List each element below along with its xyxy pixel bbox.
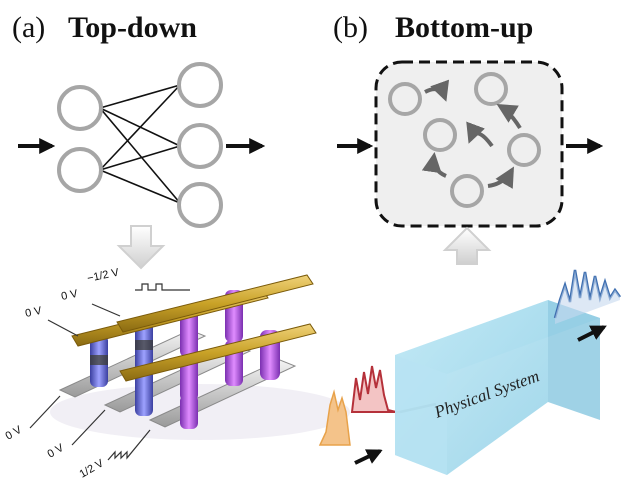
crossbar-shadow [50, 384, 350, 440]
top-electrode [119, 323, 317, 382]
top-electrode [116, 274, 314, 333]
cube-side-face [548, 300, 600, 420]
down-arrow-icon [116, 225, 166, 270]
voltage-label: 0 V [4, 424, 25, 443]
memristor-pillar [180, 395, 198, 429]
reservoir-box [374, 60, 564, 228]
output-node [177, 182, 223, 228]
voltage-label: −1/2 V [86, 266, 121, 285]
curved-arrow-icon [496, 103, 522, 130]
voltage-wire [107, 429, 151, 461]
voltage-wire [135, 283, 190, 291]
voltage-wire [29, 395, 61, 429]
voltage-label: 0 V [60, 288, 79, 303]
output-node [177, 62, 223, 108]
physical-system: Physical System [318, 269, 622, 475]
panel-b-letter: (b) [333, 11, 368, 44]
reservoir-node [388, 82, 422, 116]
input-node [57, 85, 103, 131]
voltage-wire [47, 319, 79, 337]
neural-network-diagram [18, 62, 266, 228]
curved-arrow-icon [487, 166, 514, 189]
voltage-label: 0 V [46, 442, 67, 461]
curved-arrow-icon [421, 152, 447, 178]
reservoir-diagram [337, 60, 604, 228]
reservoir-node [507, 133, 541, 167]
memristor-pillar [135, 370, 153, 416]
network-connections [99, 84, 181, 204]
panel-a-letter: (a) [12, 11, 45, 44]
curved-arrow-icon [466, 121, 494, 148]
input-arrow [354, 449, 383, 465]
input-waveform-red [350, 365, 400, 413]
output-node [177, 123, 223, 169]
input-node [57, 147, 103, 193]
reservoir-node [450, 174, 484, 208]
reservoir-node [474, 72, 508, 106]
curved-arrow-icon [424, 79, 450, 102]
input-waveform-orange [318, 389, 351, 446]
voltage-label: 0 V [24, 305, 43, 320]
output-arrow [577, 325, 607, 342]
up-arrow-icon [442, 226, 492, 265]
voltage-wire [91, 303, 121, 317]
reservoir-node [423, 118, 457, 152]
crossbar-array: −1/2 V 0 V 0 V 0 V 0 V 1/2 V [4, 266, 350, 481]
voltage-label: 1/2 V [78, 457, 107, 481]
panel-b-title: Bottom-up [395, 11, 533, 44]
panel-a-title: Top-down [68, 11, 197, 44]
voltage-wire [71, 409, 106, 446]
